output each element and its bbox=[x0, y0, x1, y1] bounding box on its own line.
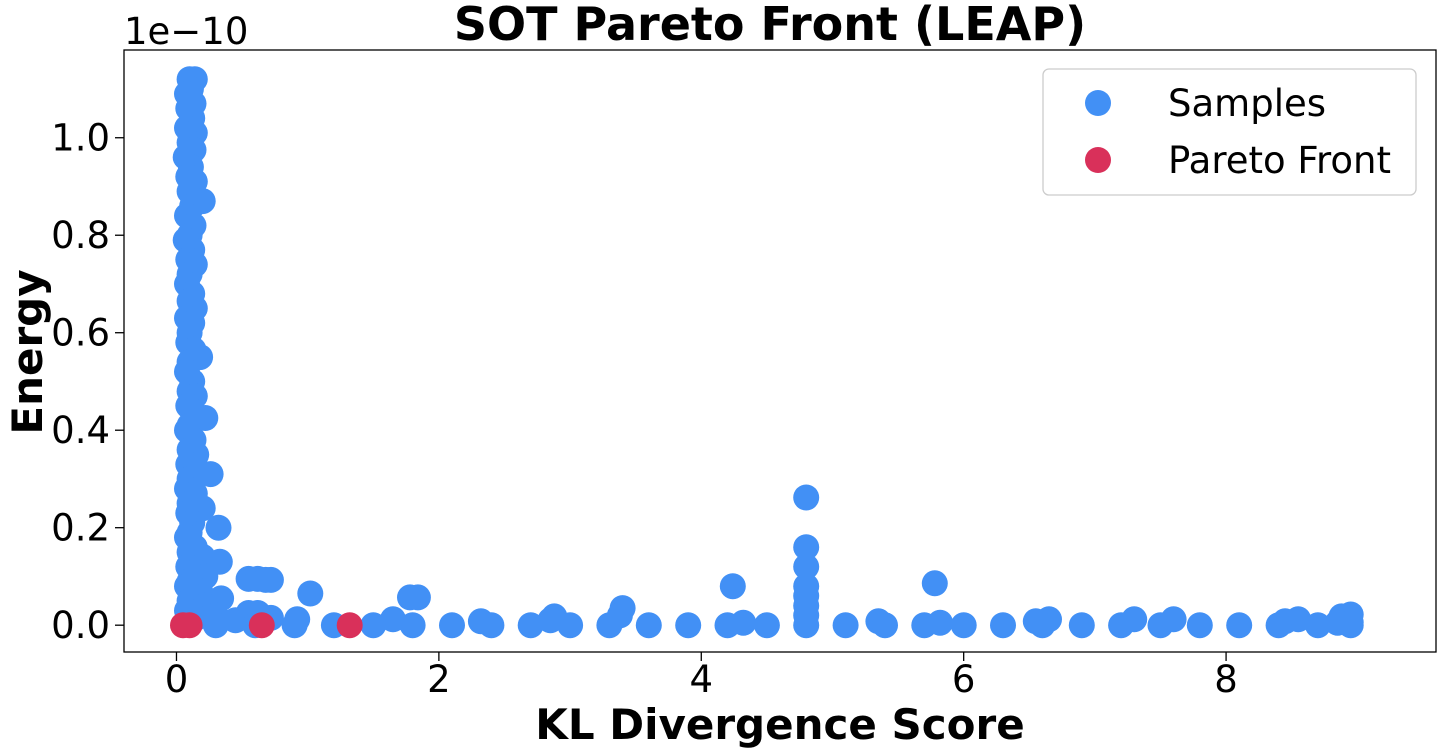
sample-point bbox=[404, 584, 431, 611]
x-tick-label: 8 bbox=[1214, 658, 1238, 701]
y-tick-label: 0.4 bbox=[51, 409, 110, 452]
sample-point bbox=[1068, 612, 1095, 639]
pareto-point bbox=[336, 612, 363, 639]
sample-point bbox=[596, 612, 623, 639]
y-tick-label: 0.0 bbox=[51, 604, 110, 647]
sample-point bbox=[517, 612, 544, 639]
sample-point bbox=[380, 606, 406, 633]
sample-point bbox=[557, 612, 584, 639]
sample-point bbox=[360, 612, 387, 639]
x-tick-label: 4 bbox=[690, 658, 714, 701]
sample-point bbox=[257, 566, 284, 593]
sample-point bbox=[1186, 612, 1213, 639]
sample-point bbox=[793, 534, 820, 561]
sample-point bbox=[439, 612, 465, 639]
y-tick-label: 1.0 bbox=[51, 117, 110, 160]
sample-point bbox=[1337, 612, 1364, 639]
sample-point bbox=[222, 607, 249, 634]
sample-point bbox=[1226, 612, 1253, 639]
sample-point bbox=[990, 612, 1016, 639]
legend-samples-label: Samples bbox=[1168, 82, 1326, 125]
sample-point bbox=[872, 612, 898, 639]
legend: Samples Pareto Front bbox=[1042, 68, 1417, 196]
sample-point bbox=[197, 461, 224, 488]
sample-point bbox=[1265, 612, 1292, 639]
plot-area bbox=[170, 66, 1364, 639]
sample-point bbox=[399, 612, 426, 639]
samples-points bbox=[172, 66, 1364, 639]
x-tick-label: 6 bbox=[952, 658, 976, 701]
x-axis-label: KL Divergence Score bbox=[535, 700, 1024, 749]
plot-frame bbox=[123, 49, 1437, 653]
sample-point bbox=[297, 580, 324, 607]
chart-title: SOT Pareto Front (LEAP) bbox=[454, 0, 1086, 51]
x-tick-label: 0 bbox=[165, 658, 189, 701]
y-axis-offset-label: 1e−10 bbox=[124, 10, 248, 53]
sample-point bbox=[202, 612, 229, 639]
pareto-point bbox=[248, 612, 275, 639]
legend-pareto-marker bbox=[1085, 147, 1111, 173]
sample-point bbox=[1147, 612, 1174, 639]
y-axis-ticks: 0.0 0.2 0.4 0.6 0.8 1.0 bbox=[51, 117, 124, 647]
sample-point bbox=[537, 607, 564, 634]
sample-point bbox=[675, 612, 702, 639]
pareto-point bbox=[176, 612, 203, 639]
y-tick-label: 0.8 bbox=[51, 214, 110, 257]
sample-point bbox=[911, 612, 938, 639]
pareto-front-points bbox=[170, 612, 363, 639]
x-axis-ticks: 0 2 4 6 8 bbox=[165, 652, 1238, 701]
sample-point bbox=[832, 612, 859, 639]
sample-point bbox=[921, 570, 948, 597]
sample-point bbox=[1108, 612, 1135, 639]
x-tick-label: 2 bbox=[427, 658, 451, 701]
sample-point bbox=[793, 484, 820, 511]
legend-samples-marker bbox=[1085, 90, 1111, 116]
sample-point bbox=[714, 612, 741, 639]
y-tick-label: 0.2 bbox=[51, 507, 110, 550]
legend-box bbox=[1042, 68, 1417, 196]
y-tick-label: 0.6 bbox=[51, 312, 110, 355]
sample-point bbox=[719, 573, 746, 600]
sample-point bbox=[635, 612, 662, 639]
sample-point bbox=[1029, 612, 1056, 639]
sample-point bbox=[950, 612, 977, 639]
sample-point bbox=[1285, 606, 1312, 633]
legend-pareto-label: Pareto Front bbox=[1168, 139, 1391, 182]
sample-point bbox=[793, 612, 820, 639]
sample-point bbox=[1304, 612, 1331, 639]
y-axis-label: Energy bbox=[3, 269, 52, 434]
sample-point bbox=[753, 612, 780, 639]
sample-point bbox=[205, 514, 232, 541]
sample-point bbox=[281, 612, 308, 639]
sample-point bbox=[793, 553, 820, 580]
sample-point bbox=[478, 612, 505, 639]
